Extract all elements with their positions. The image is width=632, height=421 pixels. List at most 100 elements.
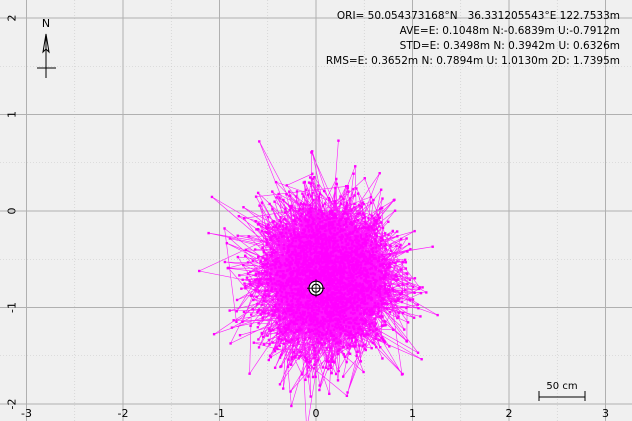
position-point — [324, 307, 327, 310]
position-point — [363, 242, 366, 245]
position-point — [339, 218, 342, 222]
position-point — [312, 263, 315, 266]
position-point — [346, 186, 349, 190]
position-point — [326, 326, 329, 329]
position-point — [266, 266, 269, 269]
position-point — [260, 229, 264, 233]
position-point — [312, 308, 315, 311]
position-point — [306, 299, 309, 303]
position-point — [337, 260, 340, 263]
position-point — [356, 218, 360, 222]
position-point — [331, 245, 335, 248]
position-point — [314, 296, 317, 299]
position-point — [280, 290, 284, 294]
position-point — [311, 177, 314, 180]
position-point — [337, 289, 341, 292]
position-point — [316, 301, 319, 305]
position-point — [320, 273, 324, 277]
position-point — [276, 316, 279, 320]
position-point — [388, 310, 392, 314]
position-point — [314, 274, 317, 278]
position-point — [355, 332, 358, 335]
position-point — [333, 278, 337, 282]
position-point — [297, 234, 301, 237]
position-point — [339, 342, 342, 345]
position-point — [254, 195, 258, 198]
position-point — [299, 350, 302, 354]
position-point — [285, 269, 289, 272]
position-point — [292, 229, 296, 233]
position-point — [334, 214, 337, 217]
position-point — [355, 251, 358, 255]
position-point — [290, 313, 294, 316]
position-point — [349, 282, 352, 285]
position-point — [269, 329, 272, 333]
position-point — [344, 309, 347, 312]
position-point — [356, 245, 359, 248]
position-point — [288, 272, 292, 275]
position-point — [328, 246, 332, 249]
position-point — [417, 287, 421, 291]
north-arrow-icon: N — [37, 17, 56, 78]
position-point — [334, 233, 338, 236]
position-point — [310, 323, 313, 326]
position-point — [307, 230, 311, 233]
position-point — [314, 241, 318, 245]
position-point — [365, 269, 369, 272]
position-point — [352, 274, 355, 277]
position-point — [302, 318, 305, 321]
position-point — [340, 245, 344, 249]
position-point — [276, 291, 279, 295]
position-point — [296, 337, 300, 341]
position-point — [305, 306, 309, 309]
position-point — [329, 346, 332, 350]
position-point — [313, 234, 317, 237]
position-point — [286, 236, 290, 239]
position-point — [317, 307, 321, 310]
position-point — [286, 309, 290, 313]
position-point — [269, 238, 272, 241]
position-point — [331, 240, 334, 243]
position-point — [320, 270, 324, 273]
position-point — [378, 288, 382, 291]
position-point — [250, 313, 253, 316]
position-point — [303, 310, 307, 314]
position-point — [278, 383, 282, 386]
position-point — [388, 253, 392, 256]
position-point — [284, 274, 287, 277]
position-point — [344, 220, 348, 223]
position-point — [358, 344, 361, 347]
position-point — [303, 252, 307, 255]
position-point — [344, 246, 348, 249]
position-point — [392, 278, 396, 281]
position-point — [334, 270, 337, 273]
position-point — [294, 249, 297, 252]
position-point — [261, 272, 264, 275]
position-point — [324, 333, 327, 336]
position-point — [371, 276, 375, 280]
position-point — [321, 225, 324, 228]
position-point — [350, 274, 353, 278]
origin-text: ORI= 50.054373168°N 36.331205543°E 122.7… — [336, 10, 620, 22]
position-point — [302, 247, 306, 251]
position-point — [292, 320, 295, 323]
position-point — [255, 278, 259, 281]
position-point — [242, 263, 245, 267]
position-point — [304, 331, 308, 335]
position-point — [329, 294, 332, 297]
position-point — [328, 228, 331, 231]
position-point — [339, 271, 342, 274]
position-point — [330, 282, 333, 285]
position-point — [335, 308, 338, 311]
position-point — [259, 261, 262, 264]
position-point — [339, 250, 343, 253]
position-point — [327, 298, 330, 302]
position-point — [289, 304, 292, 307]
position-point — [331, 254, 334, 257]
position-point — [374, 280, 378, 283]
position-point — [318, 335, 321, 338]
position-point — [320, 220, 324, 223]
position-point — [324, 259, 328, 262]
position-point — [301, 292, 305, 296]
